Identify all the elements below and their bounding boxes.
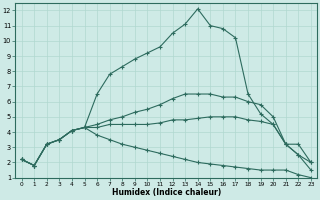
X-axis label: Humidex (Indice chaleur): Humidex (Indice chaleur) bbox=[112, 188, 221, 197]
